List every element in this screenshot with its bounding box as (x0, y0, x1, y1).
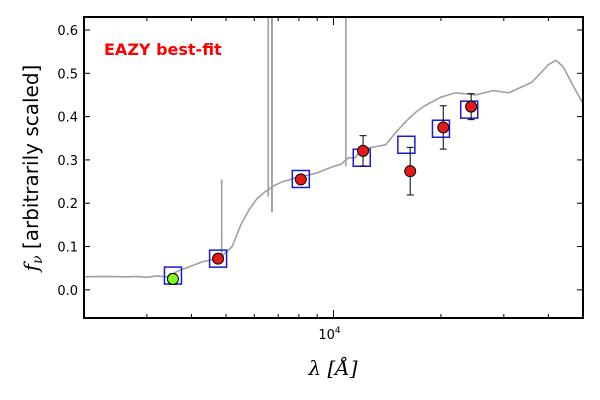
y-tick-label: 0.4 (57, 111, 78, 126)
y-tick-label: 0.2 (57, 197, 78, 212)
y-tick-label: 0.1 (57, 241, 78, 256)
observed-photometry-point (404, 165, 417, 178)
y-tick-label: 0.0 (57, 284, 78, 299)
model-photometry-square (291, 169, 311, 189)
x-tick-label-exp: 4 (335, 326, 341, 336)
model-photometry-square (208, 249, 228, 268)
model-photometry-square (431, 119, 451, 138)
uv-photometry-point (166, 273, 179, 286)
observed-photometry-point (357, 144, 370, 157)
x-tick-label-base: 10 (318, 328, 335, 343)
ticks-layer: 0.0 0.1 0.2 0.3 0.4 0.5 0.6 104 (57, 17, 583, 343)
y-axis-label: fν [arbitrarily scaled] (19, 65, 46, 274)
points-layer (163, 93, 479, 286)
chart-annotation: EAZY best-fit (104, 40, 222, 59)
plot-frame (83, 16, 584, 319)
y-tick-label: 0.6 (57, 24, 78, 39)
y-tick-label: 0.3 (57, 154, 78, 169)
observed-photometry-point (294, 173, 307, 186)
model-photometry-square (397, 135, 416, 155)
observed-photometry-point (465, 100, 478, 113)
observed-photometry-point (212, 252, 225, 265)
template-line (84, 59, 583, 279)
x-tick-label: 104 (318, 326, 341, 343)
observed-photometry-point (437, 121, 450, 134)
y-axis-label-rest: [arbitrarily scaled] (19, 65, 43, 256)
x-axis-label: λ [Å] (307, 355, 357, 380)
y-tick-label: 0.5 (57, 67, 78, 82)
y-axis-label-nu: ν (30, 255, 46, 264)
model-layer (84, 17, 583, 279)
